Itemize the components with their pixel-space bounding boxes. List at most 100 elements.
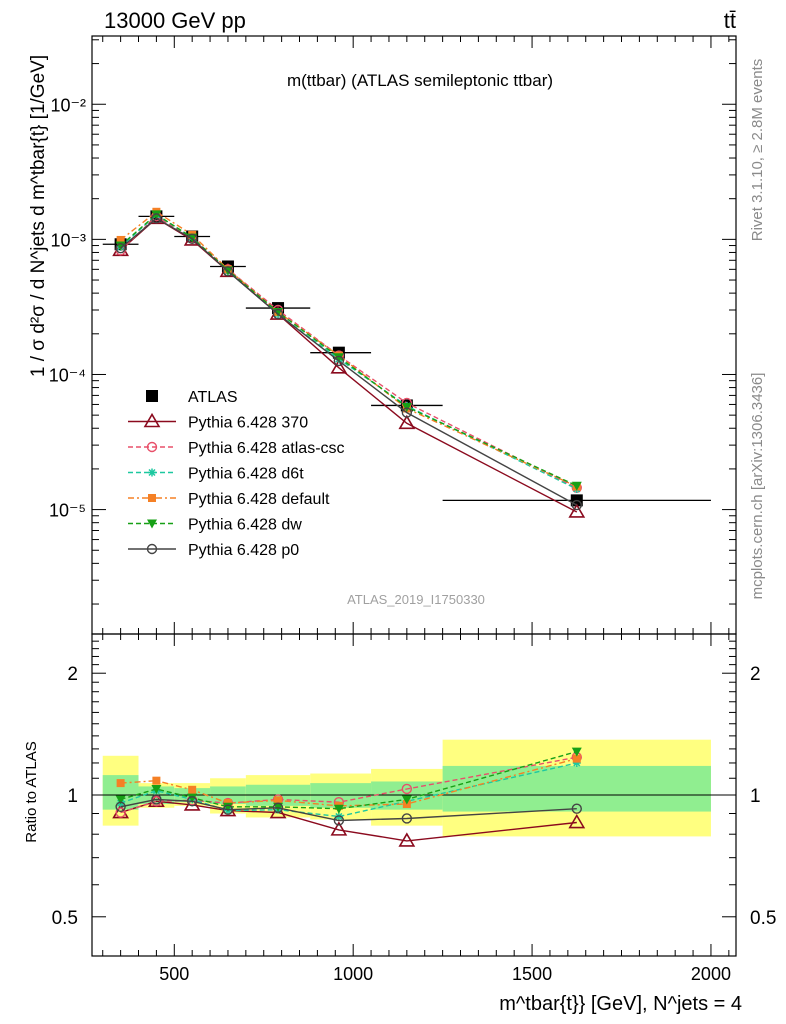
ratio-y-tick-label-right: 0.5 [750, 908, 776, 929]
ratio-y-tick-label-right: 2 [750, 664, 761, 685]
legend-entry-dw: Pythia 6.428 dw [128, 517, 302, 534]
ratio-point-dw [187, 793, 198, 803]
legend-label: Pythia 6.428 p0 [188, 542, 299, 559]
ratio-point-dw [222, 802, 233, 812]
ratio-point-default [572, 754, 581, 763]
legend-label: Pythia 6.428 d6t [188, 466, 304, 483]
ratio-y-tick-label-left: 2 [67, 664, 78, 685]
series-point-p370 [568, 503, 586, 518]
legend-label: Pythia 6.428 default [188, 491, 330, 508]
series-point-p0 [272, 308, 284, 320]
ratio-line-dw [120, 750, 577, 810]
main-y-axis-label: 1 / σ d²σ / d N^jets d m^tbar{t} [1/GeV] [28, 55, 49, 377]
series-d6t [116, 210, 581, 494]
axes-layer: 500 1000 1500 2000 10⁻⁵ 10⁻⁴ 10⁻³ 10⁻² 0.5 0.5 1 1 2… [49, 35, 776, 984]
legend-marker [143, 412, 161, 428]
legend-marker [148, 494, 156, 502]
x-axis-label: m^tbar{t}} [GeV], N^jets = 4 [499, 993, 742, 1015]
ratio-point-default [274, 796, 283, 805]
ratio-line-p0 [120, 798, 577, 822]
ratio-point-dw [333, 804, 344, 814]
x-tick-label: 500 [159, 964, 189, 984]
ratio-point-dw [115, 795, 126, 805]
series-p0 [115, 213, 582, 511]
series-point-p0 [571, 499, 582, 511]
legend-marker [146, 390, 158, 402]
legend-entry-ATLAS: ATLAS [146, 389, 238, 406]
mcplots-label: mcplots.cern.ch [arXiv:1306.3436] [749, 373, 766, 600]
ratio-line-atlascsc [120, 756, 577, 814]
ratio-line-p370 [120, 800, 577, 842]
legend-entry-default: Pythia 6.428 default [128, 491, 330, 508]
ratio-series-layer [112, 747, 586, 847]
ratio-point-p0 [571, 803, 582, 814]
legend-marker [146, 543, 158, 555]
series-point-p370 [330, 359, 348, 374]
legend-label: Pythia 6.428 atlas-csc [188, 440, 345, 457]
y-tick-label: 10⁻² [50, 95, 86, 115]
analysis-watermark: ATLAS_2019_I1750330 [347, 592, 485, 607]
ratio-point-dw [151, 784, 162, 794]
series-point-default [116, 235, 125, 244]
ratio-series-p0 [115, 794, 582, 826]
x-tick-label: 1000 [333, 964, 373, 984]
x-tick-label: 2000 [691, 964, 731, 984]
ratio-line-default [120, 757, 577, 807]
legend-entry-p0: Pythia 6.428 p0 [128, 542, 299, 559]
legend-marker [148, 468, 156, 477]
ratio-point-p0 [151, 794, 162, 805]
ratio-point-p370 [398, 832, 416, 847]
series-point-p370 [398, 414, 416, 430]
series-point-dw [571, 481, 582, 491]
ratio-point-p370 [330, 821, 348, 836]
legend-label: Pythia 6.428 dw [188, 517, 302, 534]
legend-entry-d6t: Pythia 6.428 d6t [128, 466, 304, 483]
ratio-point-p0 [186, 796, 198, 807]
ratio-point-p0 [272, 802, 284, 813]
ratio-point-p370 [568, 813, 586, 829]
ratio-point-atlascsc [401, 783, 413, 795]
series-point-p0 [186, 233, 198, 244]
ratio-point-p0 [333, 815, 345, 826]
series-point-p0 [222, 266, 234, 277]
legend-marker [146, 441, 158, 453]
series-point-dw [333, 353, 344, 363]
y-tick-label: 10⁻⁴ [49, 365, 86, 385]
legend-entry-p370: Pythia 6.428 370 [128, 412, 308, 432]
ratio-point-default [188, 785, 197, 794]
ratio-point-dw [401, 795, 412, 805]
ratio-point-default [116, 779, 125, 788]
y-tick-label: 10⁻³ [50, 230, 86, 250]
ratio-point-p0 [401, 813, 413, 824]
y-tick-label: 10⁻⁵ [49, 501, 86, 521]
ratio-point-default [152, 776, 161, 785]
x-tick-label: 1500 [512, 964, 552, 984]
ratio-point-d6t [572, 758, 581, 767]
ratio-y-tick-label-left: 0.5 [52, 908, 78, 929]
legend-label: Pythia 6.428 370 [188, 415, 308, 432]
ratio-line-d6t [120, 762, 577, 818]
legend-marker [147, 519, 157, 529]
series-point-p0 [333, 355, 345, 367]
rivet-label: Rivet 3.1.10, ≥ 2.8M events [749, 59, 766, 242]
ratio-point-p0 [222, 804, 234, 815]
series-line-p0 [120, 217, 578, 506]
ratio-point-p0 [115, 801, 126, 813]
series-point-p0 [151, 213, 162, 224]
series-point-p0 [401, 407, 413, 418]
series-point-p0 [115, 243, 126, 254]
ratio-point-atlascsc [115, 807, 126, 818]
legend-label: ATLAS [188, 389, 238, 406]
ratio-point-dw [571, 747, 582, 757]
process-label: tt̄ [724, 8, 736, 33]
series-point-dw [151, 210, 162, 220]
series-ATLAS [102, 210, 711, 507]
chart-title: m(ttbar) (ATLAS semileptonic ttbar) [287, 71, 553, 90]
series-line-atlascsc [120, 215, 578, 489]
ratio-y-axis-label: Ratio to ATLAS [23, 741, 40, 842]
legend: ATLAS Pythia 6.428 370 Pythia 6.428 atlas-… [128, 389, 345, 559]
ratio-series-dw [115, 747, 582, 814]
energy-label: 13000 GeV pp [104, 8, 246, 33]
ratio-y-tick-label-right: 1 [750, 786, 761, 807]
